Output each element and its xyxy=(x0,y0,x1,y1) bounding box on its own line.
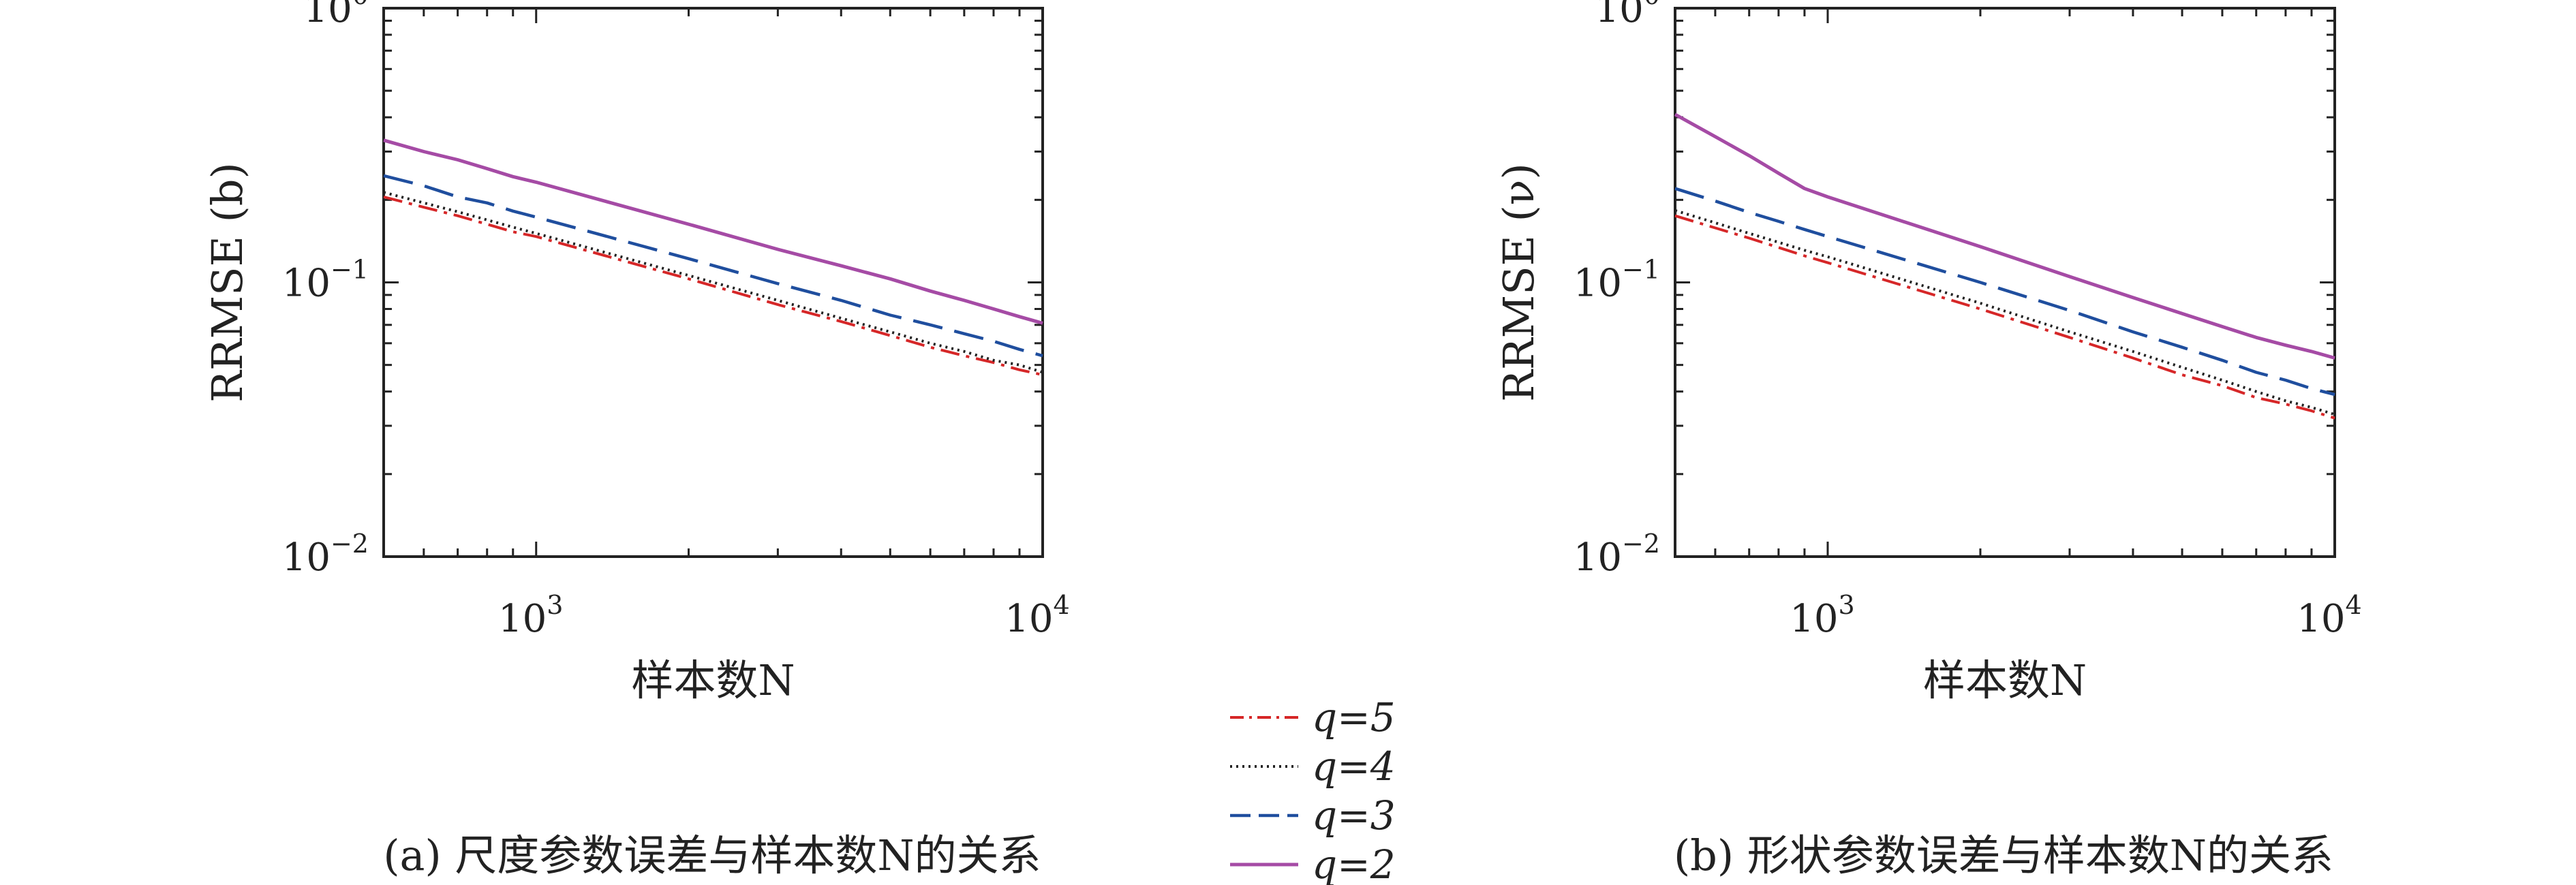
chart-panel-b: 103 104 100 10−1 10−2 样本数N RRMSE (ν) xyxy=(1494,0,2362,705)
legend-label: q=5 xyxy=(1312,694,1396,741)
x-tick-label: 104 xyxy=(2297,590,2361,641)
x-tick-label: 104 xyxy=(1005,590,1069,641)
legend: q=5q=4q=3q=2 xyxy=(1230,694,1396,885)
series-line-q2 xyxy=(383,138,1043,325)
legend-label: q=4 xyxy=(1312,743,1396,790)
series-line-q2 xyxy=(1674,112,2335,360)
series-line-q3 xyxy=(1674,187,2335,397)
y-tick-label: 100 xyxy=(304,0,369,31)
series-line-q3 xyxy=(383,174,1043,358)
y-tick-label: 10−2 xyxy=(282,529,369,580)
y-tick-label: 10−1 xyxy=(282,255,369,306)
series-line-q5 xyxy=(1674,214,2335,420)
y-tick-label: 10−2 xyxy=(1574,529,1660,580)
y-axis-label: RRMSE (b) xyxy=(202,162,252,402)
legend-label: q=3 xyxy=(1312,792,1396,839)
plot-frame xyxy=(1674,7,2336,558)
series-line-q4 xyxy=(1674,208,2335,416)
caption-a: (a) 尺度参数误差与样本数N的关系 xyxy=(383,830,1041,880)
x-axis-label: 样本数N xyxy=(631,655,795,705)
series-line-q4 xyxy=(383,191,1043,374)
y-tick-label: 100 xyxy=(1595,0,1660,31)
plot-frame xyxy=(382,7,1044,558)
series-line-q5 xyxy=(383,196,1043,377)
caption-b: (b) 形状参数误差与样本数N的关系 xyxy=(1673,830,2334,880)
x-tick-label: 103 xyxy=(498,590,563,641)
y-tick-label: 10−1 xyxy=(1574,255,1660,306)
x-tick-label: 103 xyxy=(1790,590,1854,641)
x-axis-label: 样本数N xyxy=(1923,655,2087,705)
y-axis-label: RRMSE (ν) xyxy=(1494,163,1544,401)
chart-panel-a: 103 104 100 10−1 10−2 样本数N RRMSE (b) xyxy=(202,0,1070,705)
legend-label: q=2 xyxy=(1312,841,1396,885)
